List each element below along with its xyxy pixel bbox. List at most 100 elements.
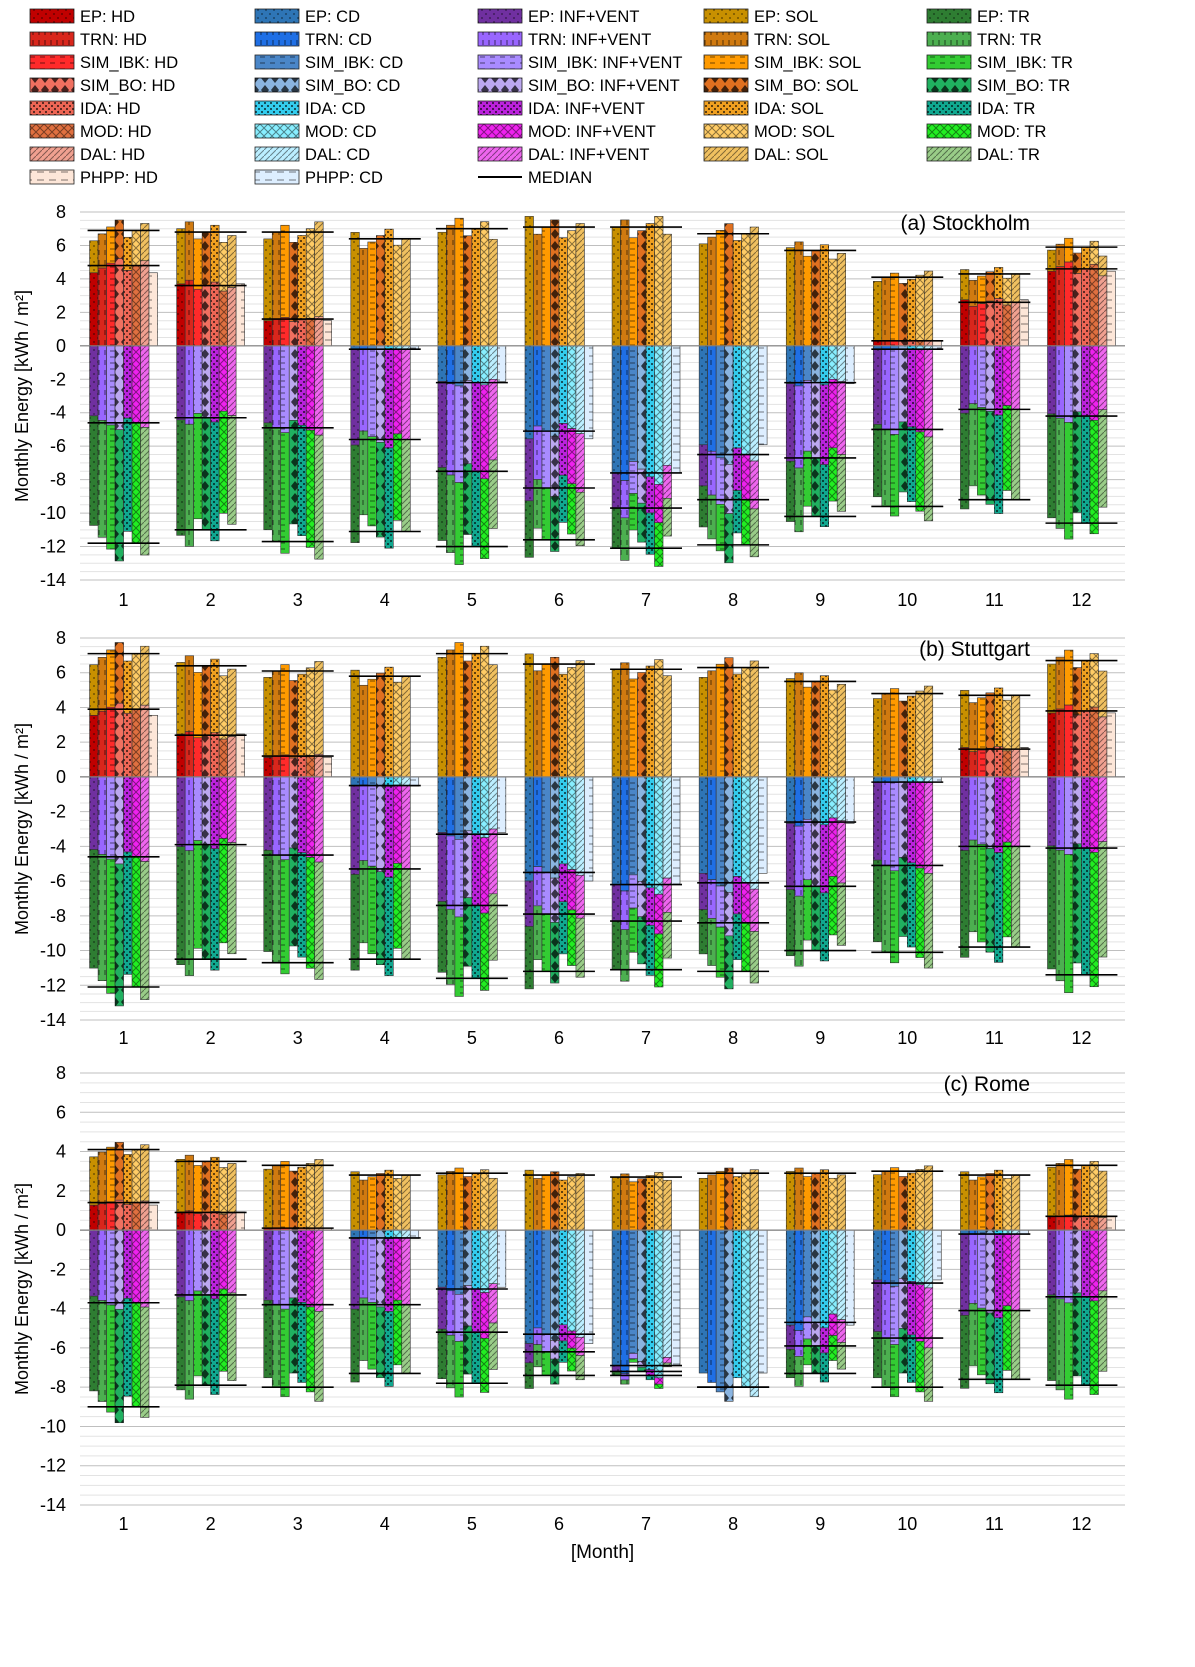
bar-pattern: [550, 922, 559, 984]
bar-pattern: [881, 349, 891, 430]
bar-pattern: [663, 675, 672, 777]
bar-pattern: [873, 424, 882, 497]
bar-pattern: [446, 909, 455, 985]
bar-pattern: [924, 776, 933, 783]
bar-pattern: [376, 349, 385, 443]
bar-pattern: [707, 776, 717, 880]
legend-label: MEDIAN: [528, 169, 592, 187]
bar-pattern: [227, 415, 237, 525]
bar-pattern: [567, 1331, 576, 1349]
bar-pattern: [1011, 695, 1020, 750]
bar-pattern: [994, 1317, 1003, 1393]
y-tick-label: 6: [56, 1102, 66, 1122]
bar-pattern: [907, 340, 916, 346]
bar-pattern: [446, 345, 455, 384]
bar-pattern: [384, 667, 394, 777]
bar-pattern: [437, 381, 447, 468]
bar-pattern: [550, 219, 559, 346]
legend-label: MOD: TR: [977, 123, 1046, 141]
month-group: 5: [435, 1167, 508, 1534]
bar-pattern: [637, 503, 647, 543]
bar-pattern: [1055, 1298, 1065, 1390]
x-tick-label: 4: [380, 1514, 390, 1534]
bar-pattern: [837, 820, 846, 884]
bar-pattern: [620, 517, 630, 561]
bar-pattern: [977, 407, 986, 496]
bar-pattern: [202, 285, 211, 346]
chart-title: (a) Stockholm: [900, 212, 1030, 235]
bar-pattern: [185, 280, 194, 346]
bar-pattern: [724, 935, 734, 989]
bar-pattern: [898, 701, 908, 777]
bar-pattern: [359, 784, 368, 861]
bar-pattern: [811, 457, 821, 517]
bar-pattern: [454, 1168, 464, 1231]
bar-pattern: [558, 1230, 568, 1325]
bar-pattern: [306, 1306, 315, 1392]
bar-pattern: [488, 1323, 498, 1370]
month-group: 2: [174, 221, 247, 610]
bar-pattern: [837, 381, 846, 455]
legend-item: DAL: CD: [254, 146, 370, 164]
bar-pattern: [1002, 1233, 1012, 1306]
bar-pattern: [446, 475, 455, 553]
bar-pattern: [1064, 345, 1073, 423]
bar-pattern: [898, 348, 908, 422]
bar-pattern: [297, 235, 307, 320]
bar-pattern: [367, 436, 377, 526]
bar-pattern: [654, 522, 664, 567]
bar-pattern: [1002, 1178, 1012, 1231]
bar-pattern: [463, 1326, 472, 1375]
legend-item: SIM_BO: TR: [926, 77, 1070, 95]
bar-pattern: [1047, 250, 1056, 272]
bar-pattern: [637, 916, 647, 964]
bar-pattern: [480, 646, 489, 777]
bar-pattern: [1002, 750, 1012, 777]
bar-pattern: [149, 272, 158, 346]
bar-pattern: [915, 431, 925, 512]
bar-pattern: [646, 887, 655, 926]
bar-pattern: [977, 1176, 986, 1231]
bar-pattern: [985, 301, 995, 346]
bar-pattern: [1089, 776, 1099, 853]
bar-pattern: [367, 866, 377, 954]
bar-pattern: [193, 776, 203, 841]
bar-pattern: [289, 1230, 298, 1298]
bar-pattern: [1011, 1175, 1020, 1231]
bar-pattern: [437, 467, 447, 541]
bar-pattern: [968, 403, 978, 486]
x-tick-label: 1: [119, 1514, 129, 1534]
bar-pattern: [960, 345, 969, 414]
bar-pattern: [890, 1344, 899, 1397]
bar-pattern: [541, 431, 551, 488]
y-axis-label: Monthly Energy [kWh / m²]: [12, 1183, 32, 1395]
bar-pattern: [915, 340, 925, 346]
bar-pattern: [306, 776, 315, 858]
bar-pattern: [497, 776, 506, 833]
bar-pattern: [575, 1230, 585, 1338]
bar-pattern: [376, 1238, 385, 1307]
bar-pattern: [289, 242, 298, 322]
bar-pattern: [890, 434, 899, 517]
bar-pattern: [123, 776, 133, 852]
y-tick-label: -2: [50, 1259, 66, 1279]
bar-pattern: [837, 1342, 846, 1370]
bar-pattern: [741, 776, 751, 883]
bar-pattern: [359, 1297, 368, 1361]
bar-pattern: [393, 345, 402, 349]
bar-pattern: [907, 1334, 916, 1383]
bar-pattern: [393, 1178, 402, 1231]
legend-label: TRN: HD: [80, 31, 147, 49]
bar-pattern: [890, 1167, 899, 1231]
bar-pattern: [280, 317, 290, 346]
bar-pattern: [210, 1230, 220, 1299]
bar-pattern: [575, 875, 585, 919]
x-tick-label: 2: [206, 1028, 216, 1048]
bar-pattern: [314, 1159, 324, 1228]
bar-pattern: [794, 241, 804, 346]
bar-pattern: [716, 230, 725, 346]
legend-item: DAL: SOL: [703, 146, 828, 164]
bar-pattern: [123, 418, 133, 532]
bar-pattern: [410, 345, 419, 350]
bar-pattern: [1072, 273, 1082, 346]
